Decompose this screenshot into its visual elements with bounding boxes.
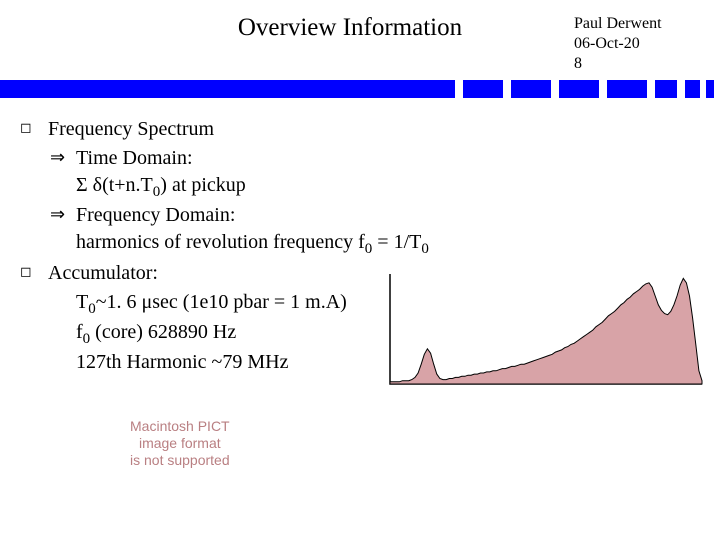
- text: (core) 628890 Hz: [90, 321, 236, 343]
- pict-line2: image format: [130, 435, 230, 452]
- divider-main: [0, 80, 455, 98]
- sub-1-label: Time Domain:: [76, 145, 700, 172]
- header: Overview Information Paul Derwent 06-Oct…: [0, 0, 720, 80]
- text: Σ δ(t+n.T: [76, 174, 153, 196]
- author-name: Paul Derwent: [574, 14, 704, 34]
- arrow-icon: ⇒: [50, 202, 76, 226]
- page-title: Overview Information: [126, 14, 574, 42]
- pict-unsupported-note: Macintosh PICT image format is not suppo…: [130, 418, 230, 468]
- divider-bar: [0, 80, 720, 98]
- divider-segment: [685, 80, 700, 98]
- subscript: 0: [421, 241, 429, 257]
- divider-segment: [607, 80, 647, 98]
- text: harmonics of revolution frequency f: [76, 231, 365, 253]
- pict-line3: is not supported: [130, 452, 230, 469]
- author-block: Paul Derwent 06-Oct-20 8: [574, 14, 704, 74]
- author-page: 8: [574, 54, 704, 74]
- divider-segment: [706, 80, 714, 98]
- bullet-marker: ◻: [20, 260, 48, 283]
- subscript: 0: [88, 301, 96, 317]
- text: ) at pickup: [160, 174, 246, 196]
- divider-segment: [511, 80, 551, 98]
- bullet-1-sub-1: ⇒ Time Domain:: [20, 145, 700, 172]
- divider-segment: [655, 80, 677, 98]
- arrow-icon: ⇒: [50, 145, 76, 169]
- bullet-marker: ◻: [20, 116, 48, 139]
- bullet-1-title: Frequency Spectrum: [48, 116, 700, 143]
- sub-2-line: harmonics of revolution frequency f 0 = 1…: [20, 229, 700, 259]
- pict-line1: Macintosh PICT: [130, 418, 230, 435]
- text: ~1. 6 μsec (1e10 pbar = 1 m.A): [96, 291, 347, 313]
- text: = 1/T: [372, 231, 421, 253]
- text: T: [76, 291, 88, 313]
- spectrum-chart: [384, 268, 706, 390]
- divider-segment: [463, 80, 503, 98]
- author-date: 06-Oct-20: [574, 34, 704, 54]
- sub-1-line: Σ δ(t+n.T0) at pickup: [20, 172, 700, 202]
- sub-2-label: Frequency Domain:: [76, 202, 700, 229]
- divider-segment: [559, 80, 599, 98]
- bullet-1-sub-2: ⇒ Frequency Domain:: [20, 202, 700, 229]
- text: f: [76, 321, 83, 343]
- bullet-1: ◻ Frequency Spectrum: [20, 116, 700, 143]
